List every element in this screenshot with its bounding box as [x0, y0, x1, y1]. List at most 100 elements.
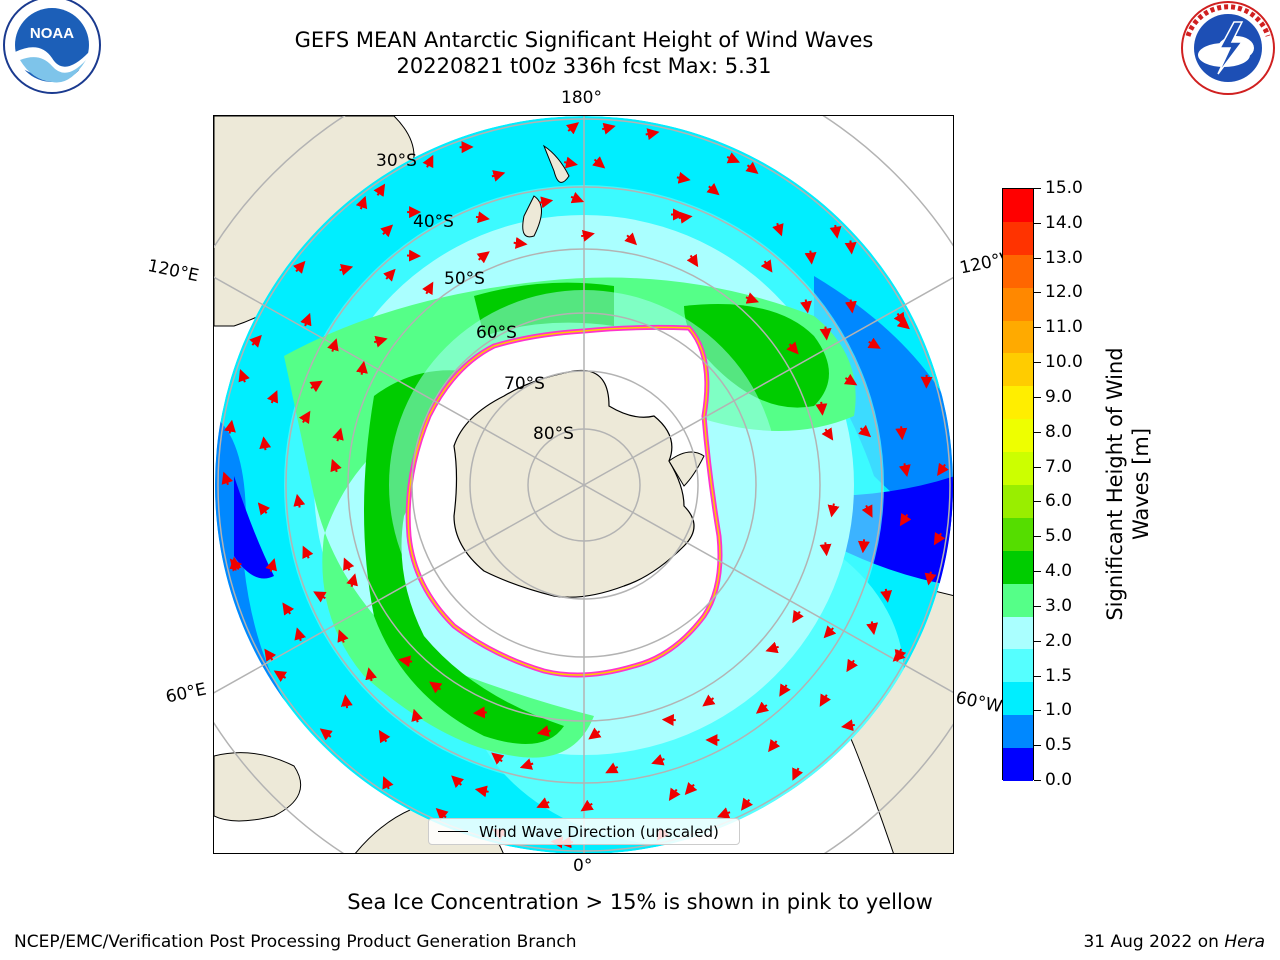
wave-direction-arrow: [429, 681, 443, 694]
colorbar-title-line1: Significant Height of Wind: [1103, 347, 1127, 621]
wave-direction-arrow: [779, 683, 791, 697]
wave-direction-arrow: [340, 694, 353, 709]
wave-direction-arrow: [339, 263, 354, 276]
lat-label-80s: 80°S: [533, 424, 574, 444]
wave-direction-arrow: [819, 326, 832, 341]
wave-direction-arrow: [249, 334, 262, 348]
wave-direction-arrow: [327, 338, 339, 352]
wave-direction-arrow: [422, 281, 434, 296]
wave-direction-arrow: [792, 767, 804, 781]
wave-direction-arrow: [536, 797, 550, 809]
wave-direction-arrow: [406, 249, 421, 262]
sea-ice-note: Sea Ice Concentration > 15% is shown in …: [347, 890, 933, 914]
colorbar-tick-label: 8.0: [1045, 421, 1073, 442]
wave-direction-arrow: [300, 312, 312, 327]
wave-direction-arrow: [355, 195, 368, 210]
wave-direction-arrow: [684, 782, 698, 795]
map-subtitle: 20220821 t00z 336h fcst Max: 5.31: [396, 54, 772, 78]
wave-direction-arrow: [706, 182, 720, 196]
colorbar-tick-label: 9.0: [1045, 386, 1073, 407]
colorbar-tick-label: 15.0: [1045, 178, 1083, 198]
wave-direction-arrow: [668, 787, 681, 801]
nws-logo: [1181, 1, 1275, 95]
wave-direction-arrow: [302, 545, 314, 560]
wave-direction-arrow: [804, 250, 817, 265]
lat-label-50s: 50°S: [444, 269, 485, 289]
colorbar-tick-label: 13.0: [1045, 247, 1083, 268]
wave-direction-arrow: [565, 122, 580, 135]
colorbar-tick-label: 4.0: [1045, 561, 1073, 582]
legend-label: Wind Wave Direction (unscaled): [479, 822, 719, 841]
wave-direction-arrow: [298, 410, 311, 425]
wave-direction-arrow: [768, 738, 781, 753]
colorbar-tick: [1034, 222, 1041, 224]
wave-direction-arrow: [373, 335, 388, 348]
wave-direction-arrow: [857, 539, 870, 554]
svg-text:NOAA: NOAA: [30, 25, 74, 42]
wave-direction-arrow: [592, 156, 606, 169]
wave-direction-arrow: [686, 253, 699, 268]
wave-direction-arrow: [605, 762, 619, 774]
wave-direction-arrow: [755, 701, 770, 714]
colorbar-tick-label: 10.0: [1045, 352, 1083, 373]
wave-direction-arrow: [264, 648, 277, 662]
footer-date-text: 31 Aug 2022 on: [1083, 932, 1219, 952]
wave-direction-arrow: [896, 316, 910, 330]
colorbar-segment: [1003, 748, 1033, 782]
colorbar-segment: [1003, 485, 1033, 519]
wave-direction-arrow: [382, 776, 394, 790]
wave-direction-arrow: [823, 625, 837, 639]
wave-direction-arrow: [745, 161, 759, 174]
wave-direction-arrow: [800, 299, 812, 314]
wave-direction-arrow: [337, 629, 349, 643]
wave-direction-arrow: [880, 588, 893, 603]
colorbar-tick: [1034, 292, 1041, 294]
map-panel: [213, 115, 954, 854]
wave-direction-arrow: [858, 424, 872, 438]
wave-direction-arrow: [580, 799, 594, 812]
wave-direction-arrow: [899, 512, 912, 527]
lat-label-60s: 60°S: [476, 323, 517, 343]
wave-direction-arrow: [373, 183, 386, 197]
wave-direction-arrow: [661, 714, 676, 727]
colorbar-segment: [1003, 254, 1033, 289]
wave-direction-arrow: [293, 493, 306, 508]
map-canvas: [214, 116, 953, 853]
wave-direction-arrow: [898, 463, 911, 478]
wave-direction-arrow: [895, 426, 908, 441]
colorbar-segment: [1003, 550, 1033, 585]
lon-label-0: 0°: [573, 856, 593, 876]
wave-direction-arrow: [224, 419, 236, 434]
colorbar-tick: [1034, 431, 1041, 433]
wave-direction-arrow: [330, 458, 342, 473]
wave-direction-arrow: [273, 670, 288, 682]
colorbar-segment: [1003, 386, 1033, 420]
lon-label-120e: 120°E: [145, 256, 201, 287]
wave-direction-arrow: [844, 240, 857, 255]
wave-direction-arrow: [894, 648, 907, 663]
colorbar-tick: [1034, 501, 1041, 503]
colorbar-tick: [1034, 466, 1041, 468]
wave-direction-arrow: [539, 196, 554, 209]
colorbar: [1002, 188, 1034, 782]
wave-direction-arrow: [474, 785, 489, 798]
colorbar-segment: [1003, 189, 1033, 223]
wave-direction-arrow: [741, 797, 753, 811]
colorbar-segment: [1003, 221, 1033, 256]
wave-direction-arrow: [772, 222, 784, 237]
wave-direction-arrow: [765, 641, 779, 654]
wave-direction-arrow: [259, 436, 272, 451]
wave-direction-arrow: [844, 299, 857, 314]
colorbar-segment: [1003, 715, 1033, 749]
wave-direction-arrow: [819, 542, 832, 557]
footer-host: Hera: [1224, 932, 1265, 952]
lon-label-60w: 60°W: [953, 688, 1004, 718]
colorbar-tick-label: 14.0: [1045, 212, 1083, 233]
colorbar-tick-label: 0.5: [1045, 735, 1073, 756]
wave-direction-arrow: [265, 558, 278, 572]
colorbar-tick: [1034, 396, 1041, 398]
colorbar-tick-label: 5.0: [1045, 526, 1073, 547]
colorbar-segment: [1003, 682, 1033, 716]
wave-direction-arrow: [365, 667, 377, 682]
wave-direction-arrow: [564, 156, 578, 169]
